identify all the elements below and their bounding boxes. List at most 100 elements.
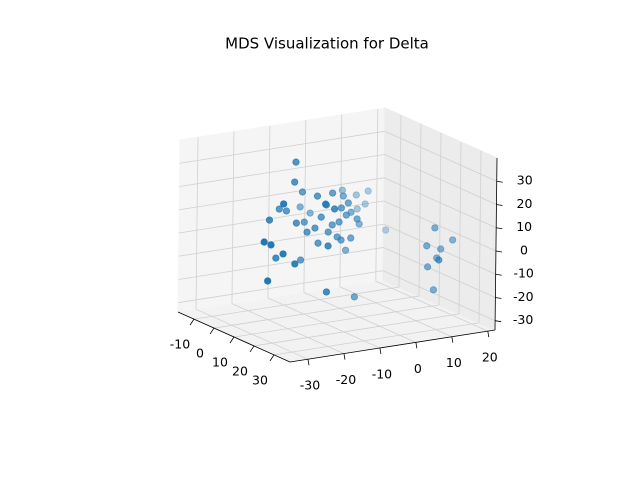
point (347, 234, 355, 242)
tick-mark (307, 359, 310, 366)
point (353, 205, 361, 213)
point (306, 209, 314, 217)
point (264, 277, 272, 285)
y-tick-label: 10 (446, 355, 462, 370)
point (311, 224, 319, 232)
tick-mark (189, 318, 195, 326)
point (300, 218, 308, 226)
grid-line (384, 154, 497, 205)
tick-mark (495, 273, 502, 276)
grid-line (303, 120, 307, 293)
tick-mark (229, 336, 235, 344)
point (291, 178, 299, 186)
point (423, 242, 431, 250)
grid-line (383, 200, 497, 252)
point (338, 186, 346, 194)
grid-line (339, 114, 343, 287)
grid-line (438, 132, 442, 306)
grid-line (458, 141, 462, 314)
grid-line (231, 303, 345, 354)
point (317, 213, 325, 221)
x-tick-label: 30 (252, 372, 268, 387)
tick-mark (379, 347, 382, 355)
point (324, 228, 332, 236)
grid-line (179, 154, 385, 187)
grid-line (267, 125, 271, 298)
tick-mark (487, 331, 490, 338)
z-axis-line (494, 157, 498, 331)
x-tick-label: 20 (232, 363, 248, 378)
grid-line (375, 109, 379, 282)
point (282, 207, 291, 215)
z-tick-label: 20 (517, 196, 533, 211)
grid-line (233, 304, 440, 338)
tick-mark (495, 320, 502, 323)
grid-line (195, 137, 199, 310)
point (329, 189, 337, 197)
point (449, 236, 457, 244)
grid-line (178, 200, 384, 234)
tick-mark (451, 336, 454, 343)
grid-line (195, 308, 309, 360)
point (437, 245, 445, 253)
x-tick-label: 10 (212, 355, 228, 370)
x-axis-line (177, 311, 291, 363)
grid-line (231, 131, 235, 304)
grid-line (178, 223, 384, 257)
tick-mark (495, 250, 502, 253)
y-tick-label: -30 (300, 378, 320, 393)
point (296, 203, 304, 211)
y-axis-line (289, 329, 496, 363)
point (275, 205, 283, 213)
point (341, 246, 350, 254)
grid-line (179, 177, 385, 211)
point (382, 226, 390, 234)
tick-mark (209, 327, 215, 335)
point (314, 239, 322, 247)
tick-mark (269, 354, 275, 362)
grid-line (178, 270, 384, 304)
point (292, 158, 300, 166)
point (280, 200, 288, 208)
point (303, 228, 311, 236)
point (265, 216, 274, 224)
grid-line (253, 313, 460, 347)
y-tick-label: -20 (336, 372, 356, 387)
tick-mark (343, 353, 346, 360)
tick-mark (415, 342, 418, 349)
point (322, 288, 331, 296)
point (335, 218, 343, 226)
chart-title: MDS Visualization for Delta (225, 35, 429, 53)
z-tick-label: -20 (513, 289, 533, 304)
x-tick-label: 0 (196, 346, 204, 361)
z-tick-label: 10 (516, 219, 532, 234)
point (333, 233, 341, 241)
point (330, 205, 339, 213)
grid-line (375, 280, 488, 332)
grid-line (398, 115, 402, 288)
point (272, 254, 280, 262)
grid-line (193, 286, 400, 320)
grid-line (384, 130, 497, 182)
point (267, 241, 275, 249)
tick-mark (496, 180, 503, 183)
grid-line (382, 270, 496, 322)
z-tick-label: 0 (520, 242, 528, 257)
y-tick-label: -10 (372, 366, 392, 381)
point (337, 204, 346, 212)
point (352, 191, 360, 199)
point (431, 224, 439, 232)
z-tick-label: 30 (517, 173, 533, 188)
grid-line (273, 322, 480, 356)
tick-mark (495, 297, 502, 299)
grid-line (213, 295, 420, 329)
tick-mark (496, 204, 503, 206)
point (353, 215, 361, 223)
point (292, 219, 300, 227)
grid-line (303, 291, 417, 343)
grid-line (418, 124, 422, 297)
grid-line (478, 150, 482, 323)
point (328, 221, 336, 229)
point (298, 188, 307, 196)
